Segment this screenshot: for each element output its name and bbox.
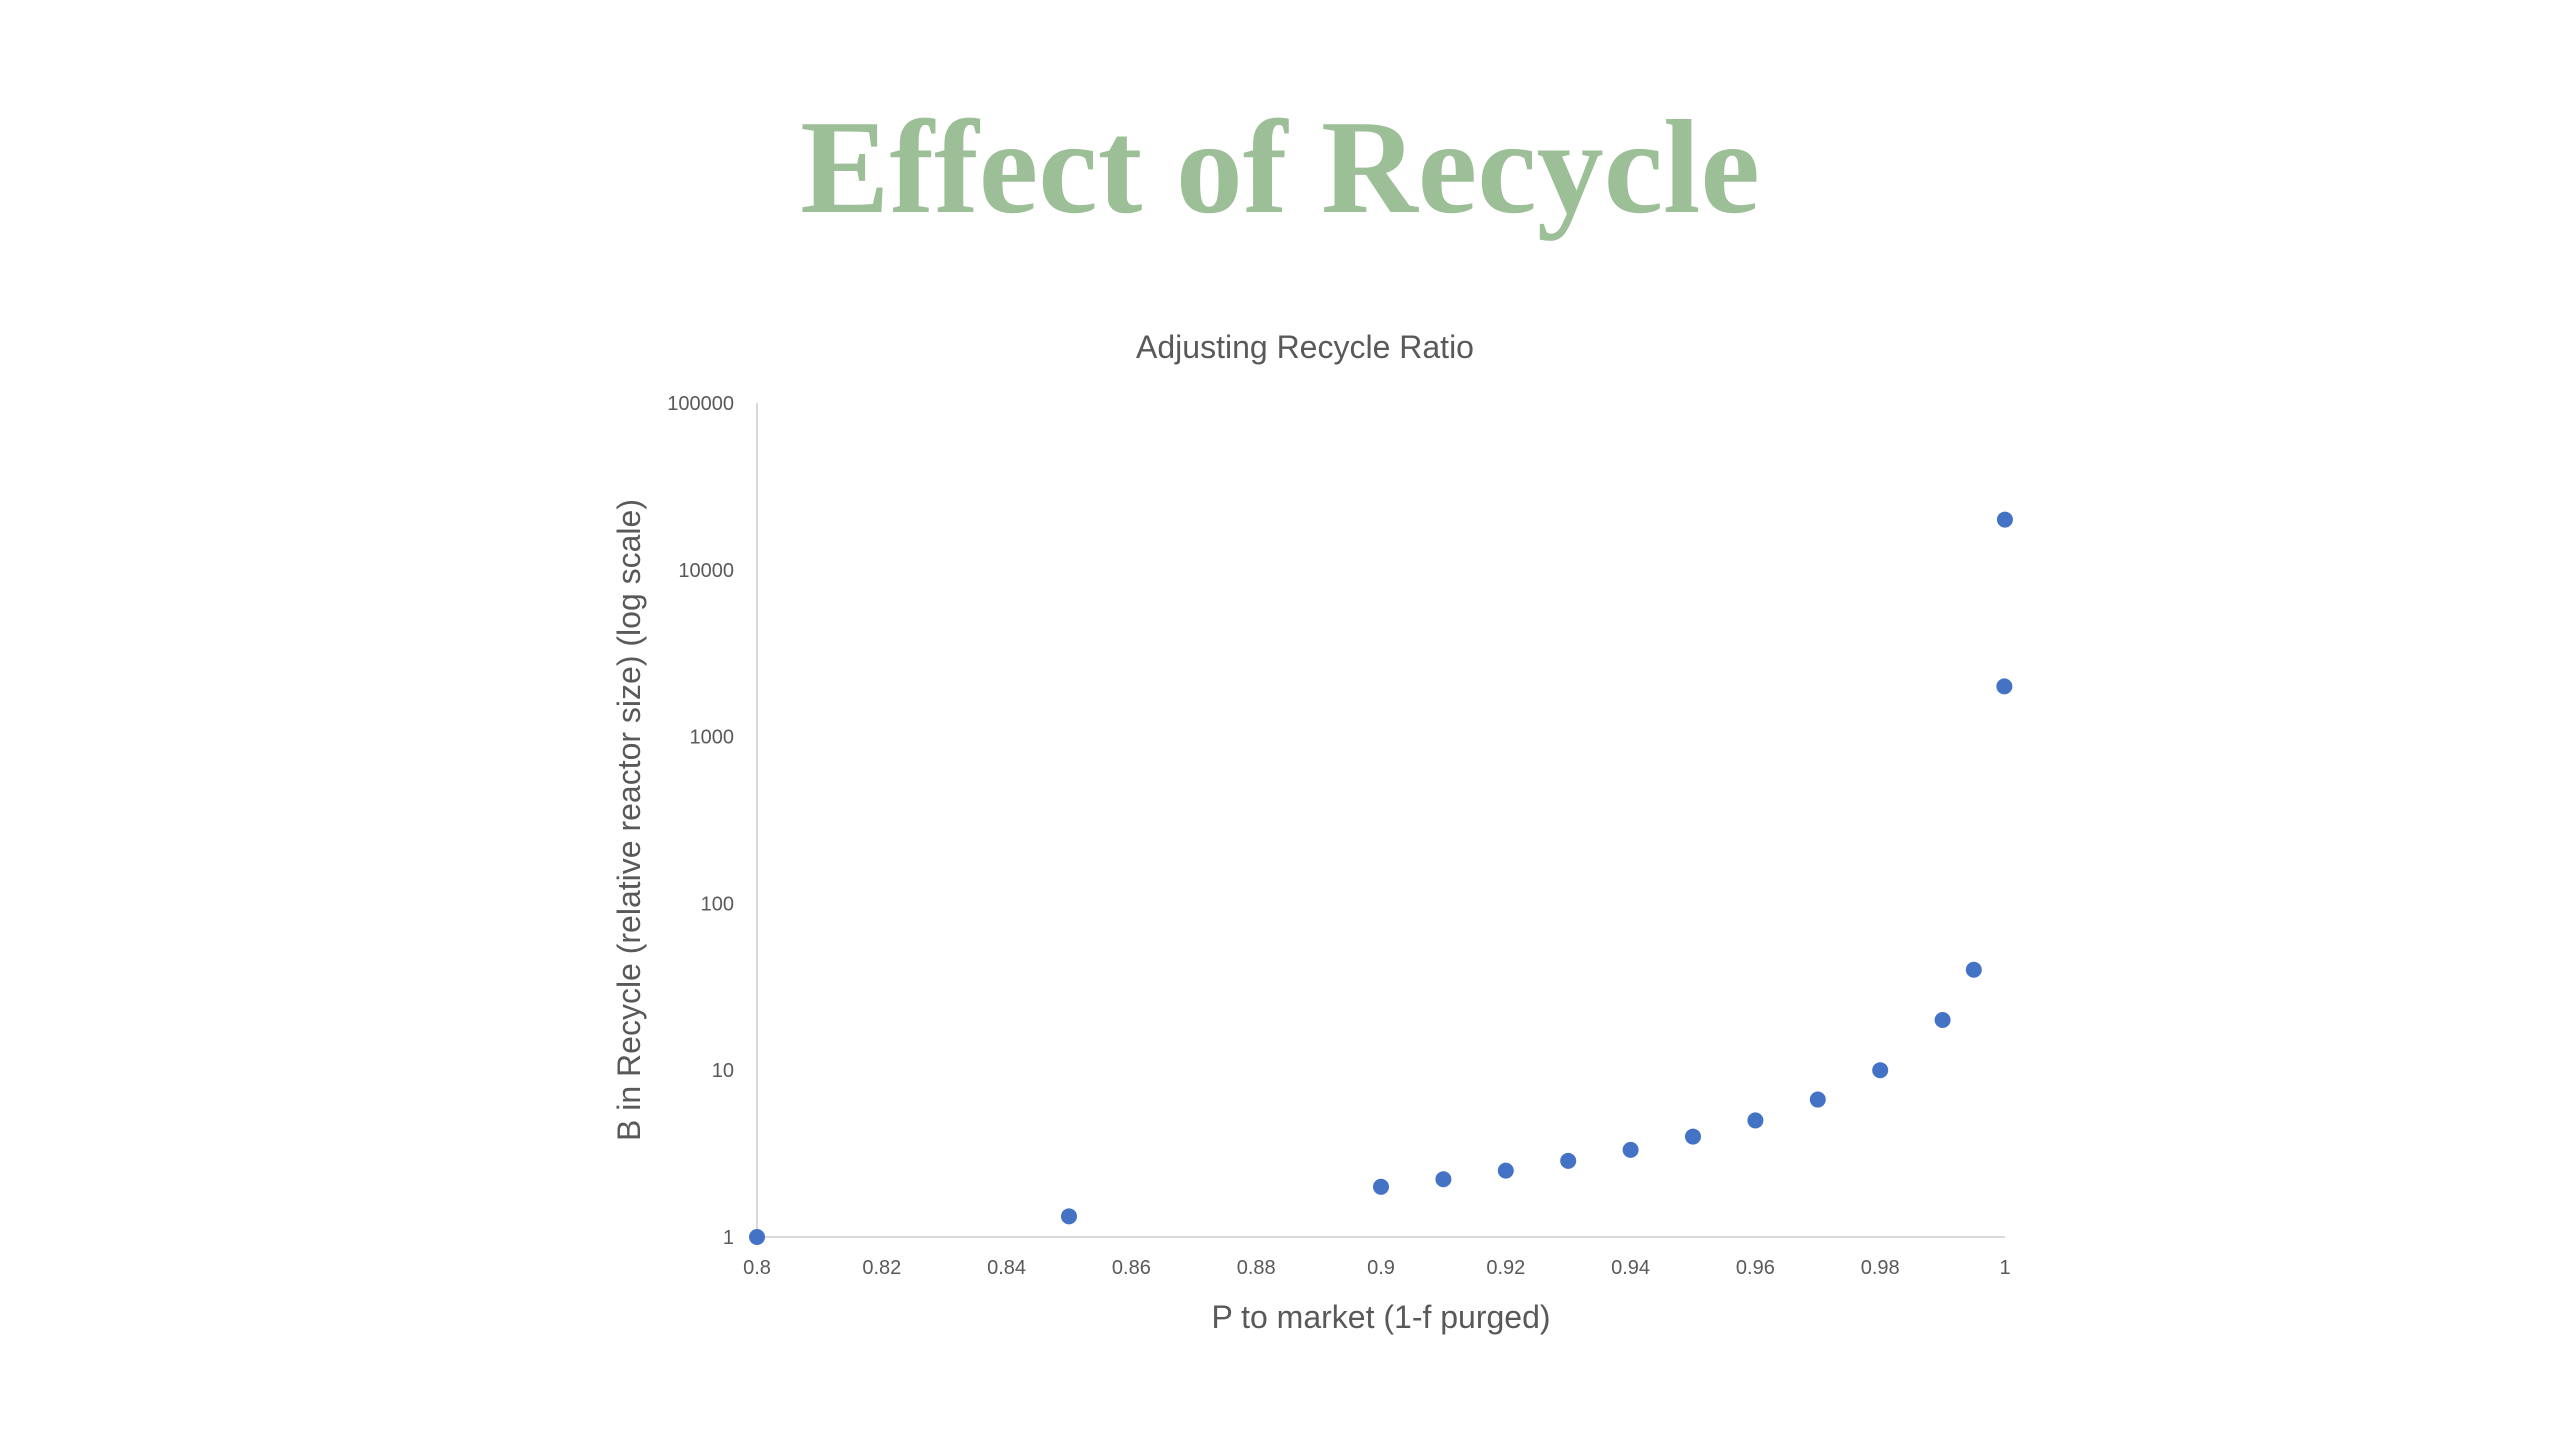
- x-tick-label: 0.92: [1486, 1257, 1525, 1279]
- y-tick-label: 100000: [667, 393, 734, 415]
- data-point: [1809, 1091, 1826, 1108]
- chart-title: Adjusting Recycle Ratio: [1136, 329, 1474, 365]
- data-point: [1560, 1152, 1577, 1169]
- x-tick-label: 0.84: [987, 1257, 1026, 1279]
- data-points: [749, 511, 2013, 1245]
- y-tick-label: 10: [712, 1060, 734, 1082]
- data-point: [749, 1229, 765, 1245]
- x-tick-label: 1: [1999, 1257, 2010, 1279]
- data-point: [1622, 1141, 1639, 1158]
- y-tick-label: 100: [701, 893, 734, 915]
- y-tick-label: 10000: [678, 560, 734, 582]
- y-tick-label: 1: [723, 1227, 734, 1249]
- x-tick-label: 0.86: [1112, 1257, 1151, 1279]
- x-axis-label: P to market (1-f purged): [1211, 1299, 1550, 1335]
- x-tick-label: 0.96: [1736, 1257, 1775, 1279]
- data-point: [1747, 1112, 1764, 1129]
- data-point: [1373, 1178, 1389, 1195]
- y-tick-label: 1000: [690, 727, 735, 749]
- y-tick-labels: 1 10 100 1000 10000 100000: [667, 393, 734, 1249]
- y-axis-label: B in Recycle (relative reactor size) (lo…: [611, 499, 647, 1141]
- x-tick-label: 0.94: [1611, 1257, 1650, 1279]
- x-tick-label: 0.98: [1861, 1257, 1900, 1279]
- data-point: [1685, 1128, 1701, 1145]
- x-tick-labels: 0.8 0.82 0.84 0.86 0.88 0.9 0.92 0.94 0.96 0.98 1: [743, 1257, 2010, 1279]
- data-point: [1435, 1171, 1452, 1188]
- data-point: [1965, 961, 1982, 978]
- data-point: [1996, 511, 2013, 528]
- x-tick-label: 0.82: [862, 1257, 901, 1279]
- data-point: [1996, 678, 2013, 695]
- slide-title: Effect of Recycle: [800, 93, 1760, 241]
- data-point: [1497, 1162, 1514, 1179]
- data-point: [1872, 1062, 1889, 1079]
- x-tick-label: 0.9: [1367, 1257, 1395, 1279]
- data-point: [1934, 1011, 1951, 1028]
- data-point: [1061, 1208, 1077, 1225]
- x-tick-label: 0.8: [743, 1257, 771, 1279]
- x-tick-label: 0.88: [1237, 1257, 1276, 1279]
